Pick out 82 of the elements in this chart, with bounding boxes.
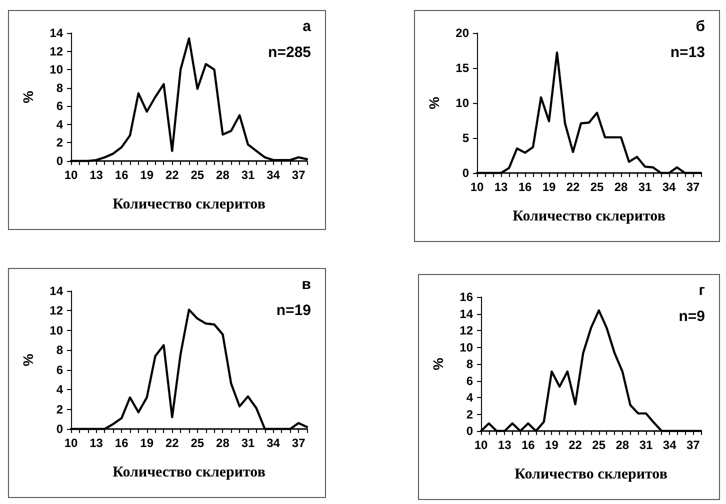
x-tick-label: 16 <box>114 168 129 182</box>
y-tick-label: 16 <box>460 290 474 304</box>
y-tick-label: 8 <box>56 80 64 95</box>
x-tick-label: 34 <box>662 438 677 452</box>
x-tick-label: 22 <box>568 438 582 452</box>
y-tick-label: 8 <box>56 343 64 358</box>
x-axis-title: Количество склеритов <box>512 208 666 224</box>
x-tick-label: 34 <box>662 180 676 194</box>
y-tick-label: 10 <box>50 323 64 338</box>
y-tick-label: 14 <box>460 306 474 321</box>
y-tick-label: 12 <box>50 44 64 58</box>
x-tick-label: 16 <box>521 438 536 452</box>
x-tick-label: 37 <box>292 168 306 182</box>
x-tick-label: 22 <box>566 180 580 194</box>
x-tick-label: 31 <box>241 436 255 450</box>
x-tick-label: 37 <box>686 438 700 452</box>
y-tick-label: 10 <box>50 62 64 77</box>
x-tick-label: 28 <box>614 180 628 194</box>
x-tick-label: 13 <box>90 168 104 182</box>
x-tick-label: 13 <box>494 180 508 194</box>
x-tick-label: 25 <box>190 436 204 450</box>
x-axis-title: Количество склеритов <box>514 466 668 482</box>
annotation: г <box>698 282 705 299</box>
x-tick-label: 16 <box>518 180 532 194</box>
y-tick-label: 6 <box>56 99 64 114</box>
x-tick-label: 19 <box>140 168 154 182</box>
x-tick-label: 37 <box>292 436 306 450</box>
x-tick-label: 19 <box>140 436 154 450</box>
annotation: а <box>302 18 312 35</box>
y-tick-label: 14 <box>50 284 64 298</box>
x-tick-label: 25 <box>592 438 606 452</box>
x-tick-label: 28 <box>216 168 230 182</box>
y-tick-label: 15 <box>456 61 470 75</box>
y-axis-title: % <box>426 96 442 110</box>
y-tick-label: 4 <box>466 390 474 404</box>
y-tick-label: 8 <box>466 357 474 371</box>
x-tick-label: 28 <box>616 438 630 452</box>
y-tick-label: 10 <box>456 96 470 110</box>
x-axis-title: Количество склеритов <box>112 196 266 212</box>
x-tick-label: 37 <box>686 180 700 194</box>
annotation: n=285 <box>268 44 312 61</box>
annotation: n=9 <box>678 308 705 325</box>
y-tick-label: 5 <box>462 131 470 145</box>
x-tick-label: 31 <box>639 438 653 452</box>
x-tick-label: 19 <box>542 180 556 194</box>
x-axis-title: Количество склеритов <box>112 464 266 480</box>
x-tick-label: 28 <box>216 436 230 450</box>
y-axis-title: % <box>430 357 446 370</box>
annotation: n=19 <box>276 302 311 319</box>
y-tick-label: 0 <box>466 424 474 438</box>
y-tick-label: 4 <box>56 382 64 397</box>
y-tick-label: 2 <box>56 402 64 416</box>
y-tick-label: 20 <box>456 26 470 40</box>
x-tick-label: 31 <box>241 168 255 182</box>
y-tick-label: 0 <box>56 422 64 436</box>
y-tick-label: 6 <box>56 362 64 377</box>
y-tick-label: 0 <box>56 154 64 168</box>
x-tick-label: 22 <box>165 168 180 182</box>
annotation: б <box>696 18 705 35</box>
x-tick-label: 19 <box>545 438 559 452</box>
x-tick-label: 13 <box>90 436 104 450</box>
x-tick-label: 31 <box>638 180 652 194</box>
x-tick-label: 34 <box>266 168 280 182</box>
x-tick-label: 22 <box>165 436 180 450</box>
y-axis-title: % <box>20 90 36 104</box>
y-tick-label: 0 <box>462 166 470 180</box>
x-tick-label: 13 <box>498 438 512 452</box>
y-tick-label: 4 <box>56 117 64 132</box>
y-tick-label: 14 <box>50 26 64 40</box>
y-tick-label: 6 <box>466 374 474 388</box>
x-tick-label: 25 <box>590 180 604 194</box>
y-axis-title: % <box>20 353 36 366</box>
annotation: в <box>302 276 312 293</box>
x-tick-label: 34 <box>266 436 280 450</box>
y-tick-label: 2 <box>466 407 474 422</box>
y-tick-label: 12 <box>460 324 474 338</box>
x-tick-label: 25 <box>190 168 204 182</box>
y-tick-label: 12 <box>50 304 64 318</box>
y-tick-label: 10 <box>460 340 474 354</box>
y-tick-label: 2 <box>56 136 64 150</box>
annotation: n=13 <box>670 44 705 61</box>
x-tick-label: 16 <box>114 436 129 450</box>
